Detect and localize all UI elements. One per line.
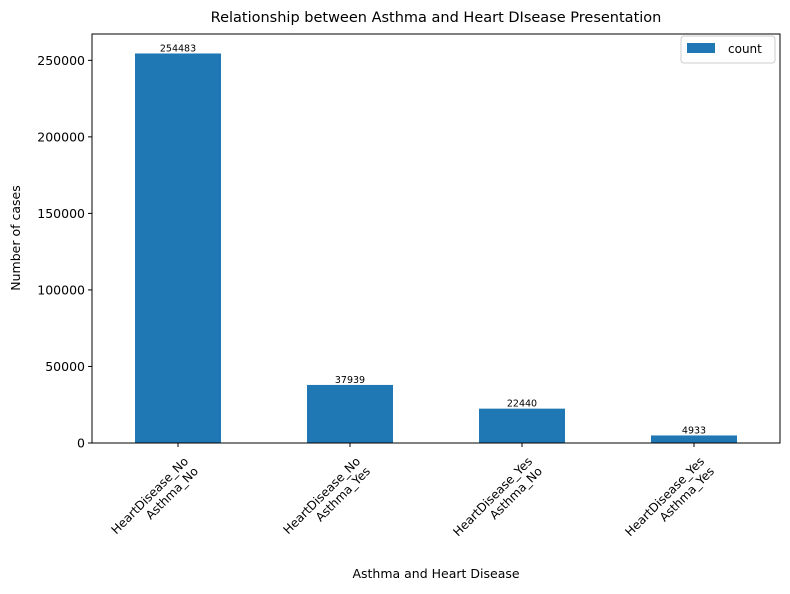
y-axis-label: Number of cases (8, 185, 23, 290)
bar-4 (651, 435, 737, 443)
data-labels-layer: 254483 37939 22440 4933 (160, 43, 706, 436)
bars-layer (135, 53, 737, 443)
data-label-4: 4933 (682, 425, 706, 436)
x-tick-label-2: HeartDisease_NoAsthma_Yes (281, 454, 374, 547)
bar-2 (307, 384, 393, 443)
x-tick-label-3: HeartDisease_YesAsthma_No (450, 454, 545, 549)
y-tick-label-2: 50000 (45, 359, 85, 374)
y-tick-label-3: 100000 (37, 282, 85, 297)
x-tick-label-1: HeartDisease_NoAsthma_No (109, 454, 202, 547)
legend-frame (680, 35, 776, 64)
plot-area-frame (91, 33, 781, 444)
data-label-3: 22440 (507, 399, 537, 410)
x-axis-label: Asthma and Heart Disease (352, 566, 519, 581)
legend: count (680, 35, 776, 64)
legend-swatch-count (687, 43, 715, 53)
y-tick-label-5: 200000 (37, 129, 85, 144)
x-tick-label-4: HeartDisease_YesAsthma_Yes (622, 454, 717, 549)
data-label-1: 254483 (160, 43, 196, 54)
bar-3 (479, 408, 565, 443)
bar-1 (135, 53, 221, 443)
y-tick-label-4: 150000 (37, 206, 85, 221)
y-tick-label-6: 250000 (37, 53, 85, 68)
data-label-2: 37939 (335, 375, 365, 386)
legend-label-count: count (728, 42, 762, 56)
y-tick-label-1: 0 (77, 436, 85, 451)
chart-title: Relationship between Asthma and Heart DI… (211, 10, 662, 26)
